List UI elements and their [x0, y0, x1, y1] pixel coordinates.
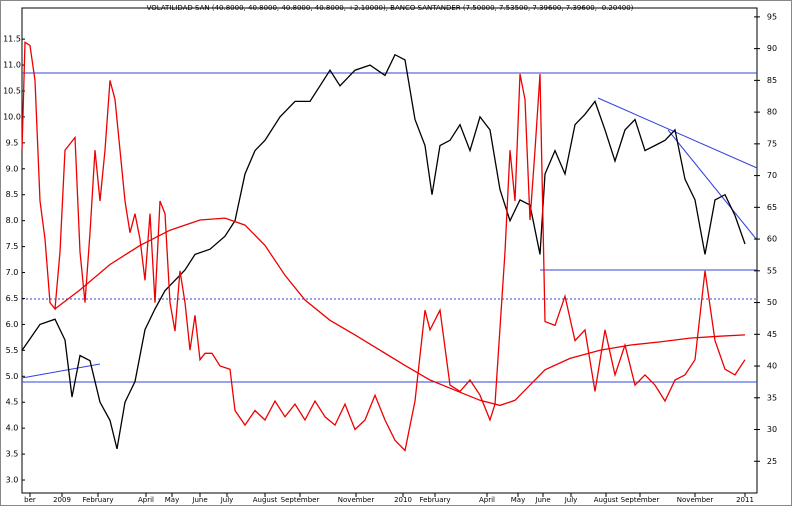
- x-tick-label: July: [220, 496, 234, 504]
- series-line: [21, 53, 746, 450]
- y-tick-label: 6.0: [6, 320, 19, 329]
- y2-tick-label: 90: [767, 44, 777, 53]
- x-tick-label: February: [419, 496, 450, 504]
- y-tick-label: 8.0: [6, 216, 19, 225]
- y2-tick-label: 55: [767, 266, 777, 275]
- x-tick-label: September: [281, 496, 320, 504]
- x-tick-label: May: [165, 496, 179, 504]
- series-line: [54, 217, 746, 407]
- x-tick-label: August: [594, 496, 619, 504]
- x-tick-label: September: [621, 496, 660, 504]
- x-tick-label: August: [253, 496, 278, 504]
- plot-area: [21, 7, 758, 494]
- y-tick-label: 11.5: [3, 35, 21, 44]
- y2-tick-label: 45: [767, 330, 777, 339]
- x-tick-label: ber: [24, 496, 36, 504]
- y-tick-label: 9.0: [6, 164, 19, 173]
- y-tick-label: 10.0: [3, 112, 21, 121]
- y-tick-label: 3.5: [6, 450, 19, 459]
- x-tick-label: 2011: [736, 496, 754, 504]
- x-tick-label: June: [534, 496, 550, 504]
- y2-tick-label: 95: [767, 12, 777, 21]
- y-tick-label: 4.0: [6, 424, 19, 433]
- y2-tick-label: 70: [767, 171, 777, 180]
- series-line: [21, 41, 746, 452]
- y-tick-label: 5.5: [6, 346, 19, 355]
- y-tick-label: 4.5: [6, 398, 19, 407]
- x-tick-label: June: [191, 496, 207, 504]
- x-tick-label: April: [138, 496, 154, 504]
- y2-tick-label: 30: [767, 425, 777, 434]
- x-tick-label: April: [479, 496, 495, 504]
- y-tick-label: 8.5: [6, 190, 19, 199]
- y2-tick-label: 40: [767, 362, 777, 371]
- trend-line: [667, 129, 758, 241]
- y2-tick-label: 75: [767, 139, 777, 148]
- trend-line: [21, 363, 101, 379]
- y-tick-label: 7.5: [6, 242, 19, 251]
- y2-tick-label: 25: [767, 457, 777, 466]
- y2-tick-label: 85: [767, 76, 777, 85]
- x-tick-label: May: [511, 496, 525, 504]
- y-tick-label: 10.5: [3, 86, 21, 95]
- y-tick-label: 11.0: [3, 61, 21, 70]
- x-tick-label: 2009: [53, 496, 71, 504]
- x-tick-label: February: [82, 496, 113, 504]
- trend-line: [597, 97, 758, 169]
- y2-tick-label: 65: [767, 203, 777, 212]
- y-tick-label: 3.0: [6, 476, 19, 485]
- x-tick-label: November: [338, 496, 375, 504]
- y-tick-label: 6.5: [6, 294, 19, 303]
- y-tick-label: 5.0: [6, 372, 19, 381]
- y2-tick-label: 50: [767, 298, 777, 307]
- y2-tick-label: 60: [767, 235, 777, 244]
- x-tick-label: 2010: [394, 496, 412, 504]
- y-tick-label: 7.0: [6, 268, 19, 277]
- y2-tick-label: 80: [767, 108, 777, 117]
- y2-tick-label: 35: [767, 393, 777, 402]
- x-tick-label: July: [564, 496, 578, 504]
- chart-title: VOLATILIDAD SAN (40.8000, 40.8000, 40.80…: [147, 4, 634, 12]
- x-tick-label: November: [677, 496, 714, 504]
- y-tick-label: 9.5: [6, 138, 19, 147]
